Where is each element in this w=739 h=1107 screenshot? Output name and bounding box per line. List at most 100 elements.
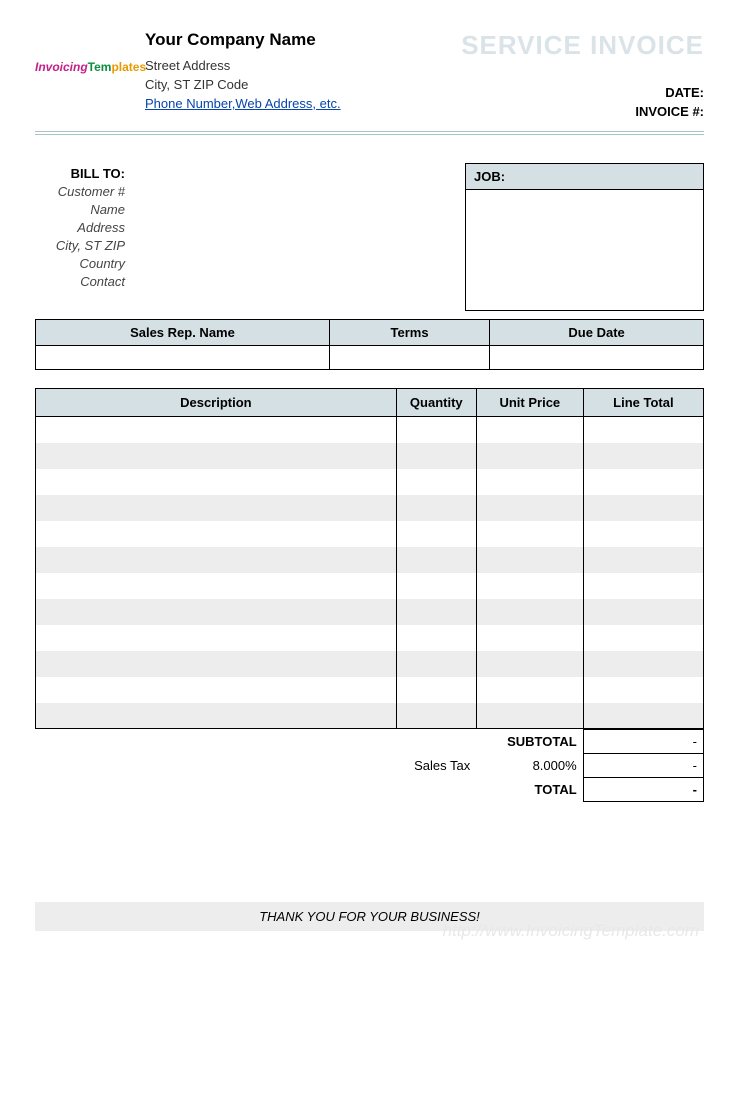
item-cell[interactable] (583, 625, 703, 651)
item-cell[interactable] (36, 547, 397, 573)
job-box: JOB: (465, 163, 704, 311)
item-cell[interactable] (583, 443, 703, 469)
invoice-page: InvoicingTemplates Your Company Name Str… (0, 0, 739, 951)
item-cell[interactable] (476, 599, 583, 625)
sales-due-cell[interactable] (490, 346, 704, 370)
bill-to-block: BILL TO: Customer # Name Address City, S… (35, 163, 365, 311)
item-cell[interactable] (583, 495, 703, 521)
logo-part2: Tem (88, 60, 112, 74)
subtotal-label: SUBTOTAL (476, 730, 583, 754)
item-cell[interactable] (36, 625, 397, 651)
item-cell[interactable] (476, 547, 583, 573)
item-cell[interactable] (36, 417, 397, 443)
item-cell[interactable] (583, 599, 703, 625)
item-row (36, 521, 704, 547)
item-cell[interactable] (476, 495, 583, 521)
item-cell[interactable] (583, 417, 703, 443)
items-col-price: Unit Price (476, 389, 583, 417)
item-cell[interactable] (476, 417, 583, 443)
item-cell[interactable] (476, 443, 583, 469)
items-col-total: Line Total (583, 389, 703, 417)
bill-contact-label: Contact (35, 274, 135, 289)
item-cell[interactable] (36, 573, 397, 599)
item-cell[interactable] (396, 573, 476, 599)
bill-to-label: BILL TO: (35, 166, 135, 181)
item-cell[interactable] (36, 521, 397, 547)
date-label: DATE: (461, 85, 704, 100)
item-cell[interactable] (583, 703, 703, 729)
item-cell[interactable] (396, 703, 476, 729)
item-cell[interactable] (396, 625, 476, 651)
item-cell[interactable] (396, 599, 476, 625)
items-table: Description Quantity Unit Price Line Tot… (35, 388, 704, 729)
item-cell[interactable] (396, 547, 476, 573)
item-row (36, 443, 704, 469)
total-label: TOTAL (476, 778, 583, 802)
sales-table: Sales Rep. Name Terms Due Date (35, 319, 704, 370)
item-row (36, 573, 704, 599)
item-cell[interactable] (583, 677, 703, 703)
item-cell[interactable] (36, 677, 397, 703)
item-cell[interactable] (476, 469, 583, 495)
job-block: JOB: (465, 163, 704, 311)
item-cell[interactable] (583, 469, 703, 495)
item-cell[interactable] (476, 651, 583, 677)
item-cell[interactable] (476, 573, 583, 599)
items-col-desc: Description (36, 389, 397, 417)
bill-job-row: BILL TO: Customer # Name Address City, S… (35, 163, 704, 311)
item-row (36, 469, 704, 495)
item-cell[interactable] (583, 651, 703, 677)
salestax-pct: 8.000% (476, 754, 583, 778)
item-cell[interactable] (36, 651, 397, 677)
item-cell[interactable] (583, 547, 703, 573)
item-cell[interactable] (36, 443, 397, 469)
item-cell[interactable] (36, 469, 397, 495)
item-cell[interactable] (36, 599, 397, 625)
logo: InvoicingTemplates (35, 30, 135, 74)
item-cell[interactable] (396, 443, 476, 469)
sales-terms-cell[interactable] (329, 346, 489, 370)
item-cell[interactable] (36, 703, 397, 729)
item-cell[interactable] (396, 521, 476, 547)
item-cell[interactable] (396, 677, 476, 703)
sales-rep-cell[interactable] (36, 346, 330, 370)
item-cell[interactable] (476, 703, 583, 729)
item-cell[interactable] (396, 469, 476, 495)
job-label: JOB: (466, 164, 703, 190)
bill-cityzip-label: City, ST ZIP (35, 238, 135, 253)
item-cell[interactable] (476, 677, 583, 703)
item-cell[interactable] (396, 495, 476, 521)
logo-part1: Invoicing (35, 60, 88, 74)
bill-customer-label: Customer # (35, 184, 135, 199)
company-name: Your Company Name (145, 30, 461, 50)
bill-name-label: Name (35, 202, 135, 217)
item-cell[interactable] (583, 521, 703, 547)
service-invoice-title: SERVICE INVOICE (461, 30, 704, 61)
company-block: Your Company Name Street Address City, S… (135, 30, 461, 115)
sales-row (36, 346, 704, 370)
item-cell[interactable] (583, 573, 703, 599)
item-row (36, 417, 704, 443)
header: InvoicingTemplates Your Company Name Str… (35, 30, 704, 123)
header-divider (35, 131, 704, 135)
total-value: - (583, 778, 703, 802)
street-address: Street Address (145, 58, 461, 73)
salestax-label: Sales Tax (396, 754, 476, 778)
item-row (36, 677, 704, 703)
salestax-value: - (583, 754, 703, 778)
item-row (36, 703, 704, 729)
item-cell[interactable] (396, 417, 476, 443)
item-cell[interactable] (476, 521, 583, 547)
item-row (36, 625, 704, 651)
item-cell[interactable] (396, 651, 476, 677)
contact-link-line: Phone Number,Web Address, etc. (145, 96, 461, 111)
item-cell[interactable] (476, 625, 583, 651)
sales-col-terms: Terms (329, 320, 489, 346)
item-row (36, 547, 704, 573)
header-right: SERVICE INVOICE DATE: INVOICE #: (461, 30, 704, 123)
item-cell[interactable] (36, 495, 397, 521)
bill-country-label: Country (35, 256, 135, 271)
contact-link[interactable]: Phone Number,Web Address, etc. (145, 96, 341, 111)
sales-col-rep: Sales Rep. Name (36, 320, 330, 346)
bill-address-label: Address (35, 220, 135, 235)
